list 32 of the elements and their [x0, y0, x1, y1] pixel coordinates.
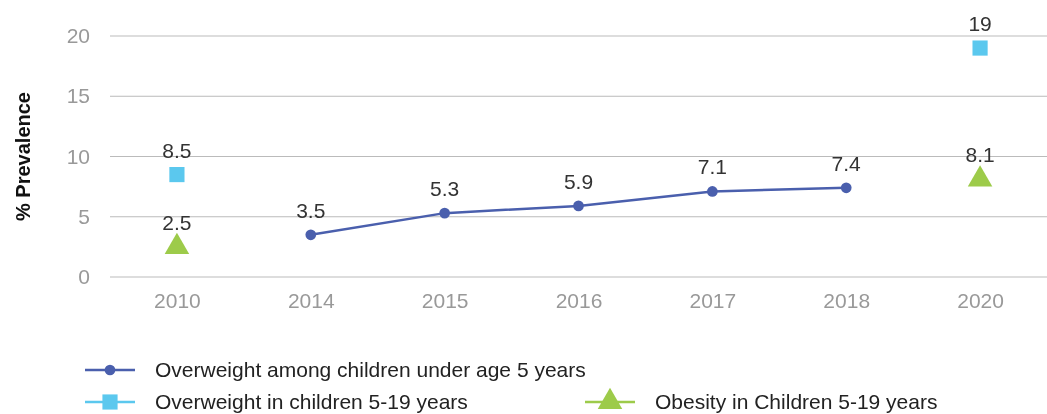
legend-label: Overweight in children 5-19 years — [155, 390, 468, 413]
data-label: 7.4 — [831, 151, 862, 175]
data-label: 5.9 — [563, 169, 594, 193]
data-label: 19 — [968, 12, 992, 36]
x-tick-label: 2020 — [957, 288, 1004, 312]
data-label: 2.5 — [162, 210, 192, 234]
point — [707, 186, 718, 197]
point — [972, 40, 988, 56]
y-tick-label: 10 — [66, 144, 90, 168]
point — [573, 200, 584, 212]
point — [169, 166, 185, 183]
legend-label: Obesity in Children 5-19 years — [655, 390, 938, 413]
y-tick-label: 0 — [78, 265, 90, 289]
point — [840, 182, 852, 194]
x-tick-label: 2016 — [555, 288, 603, 312]
data-label: 8.5 — [162, 138, 192, 162]
data-label: 7.1 — [697, 155, 727, 179]
data-label: 8.1 — [965, 143, 995, 167]
x-tick-label: 2010 — [154, 288, 201, 312]
y-tick-label: 15 — [66, 84, 90, 108]
x-tick-label: 2018 — [823, 288, 871, 312]
legend-label: Overweight among children under age 5 years — [155, 358, 586, 381]
data-label: 5.3 — [430, 177, 460, 201]
y-tick-label: 5 — [78, 204, 90, 228]
y-axis-title: % Prevalence — [12, 92, 34, 221]
x-tick-label: 2014 — [287, 288, 335, 312]
point — [439, 207, 450, 219]
x-tick-label: 2015 — [421, 288, 469, 312]
point — [305, 229, 317, 241]
y-tick-label: 20 — [66, 24, 90, 48]
x-tick-label: 2017 — [689, 288, 737, 312]
data-label: 3.5 — [296, 198, 326, 222]
